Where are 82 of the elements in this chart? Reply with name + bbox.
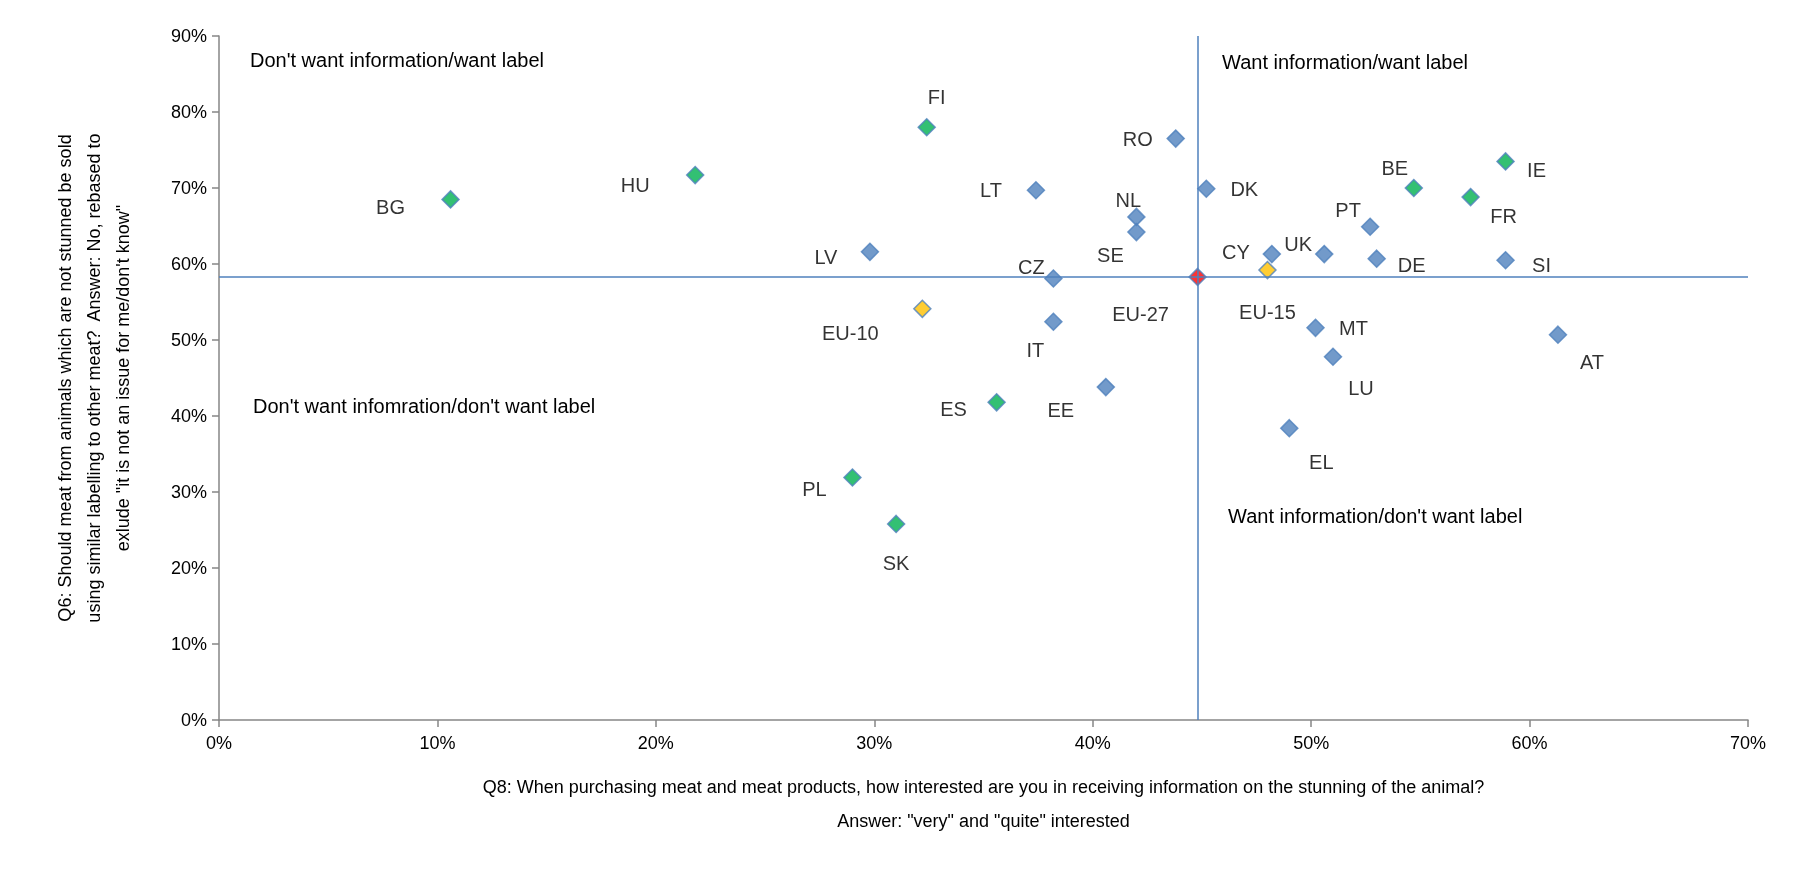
point — [1280, 418, 1299, 438]
annotation: Want information/don't want label — [1228, 505, 1523, 527]
y-tick-label: 0% — [180, 710, 207, 730]
annotation: UK — [1284, 233, 1313, 256]
annotation: IE — [1527, 159, 1546, 182]
y-tick-label: 60% — [170, 254, 207, 274]
annotation: FI — [927, 86, 946, 109]
point — [860, 242, 880, 262]
y-axis-title: Q6: Should meat from animals which are not stunned be sold using similar labelling to other meat? Answer: No, rebased to exlude "it is not an issue for me/don't know" — [55, 133, 133, 623]
annotation: SK — [882, 551, 911, 574]
point — [1197, 179, 1216, 199]
point — [1258, 260, 1277, 280]
point — [685, 165, 705, 185]
y-tick-label: 50% — [170, 330, 207, 350]
y-tick-label: 30% — [170, 482, 207, 502]
x-tick-label: 0% — [205, 733, 233, 753]
point — [1496, 152, 1515, 171]
x-axis-title: Q8: When purchasing meat and meat products, how interested are you in receiving information on the stunning of the animal? Answer: "very" and "quite" interested — [482, 777, 1485, 831]
annotation: EL — [1309, 451, 1334, 474]
point — [1127, 207, 1146, 227]
x-tick-label: 70% — [1729, 733, 1767, 753]
annotation: DE — [1397, 253, 1426, 276]
annotation: EU-10 — [821, 321, 879, 344]
annotation: SE — [1097, 244, 1124, 267]
annotation: MT — [1339, 316, 1368, 339]
annotation: IT — [1026, 338, 1045, 361]
annotation: ES — [940, 398, 967, 421]
annotation: Don't want infomration/don't want label — [253, 395, 596, 417]
annotation: Don't want information/want label — [250, 49, 544, 71]
annotation: SI — [1532, 254, 1551, 277]
point — [441, 190, 460, 209]
annotation: BG — [376, 196, 405, 219]
annotation: EE — [1047, 399, 1075, 422]
point — [843, 468, 862, 487]
point — [917, 117, 936, 137]
point — [1262, 244, 1282, 264]
point — [886, 514, 906, 534]
point — [987, 393, 1006, 412]
annotation: EU-15 — [1239, 301, 1296, 324]
point — [1166, 129, 1185, 148]
annotation: CY — [1221, 241, 1250, 264]
annotation: LV — [814, 245, 839, 268]
x-tick-label: 60% — [1511, 733, 1548, 753]
point — [1360, 217, 1380, 237]
annotation: HU — [620, 174, 650, 197]
point — [1367, 249, 1386, 268]
annotation: RO — [1122, 127, 1153, 150]
y-tick-label: 90% — [170, 26, 207, 46]
point — [1096, 377, 1116, 397]
x-tick-label: 30% — [856, 733, 893, 753]
y-tick-label: 10% — [170, 634, 207, 654]
point — [1404, 178, 1424, 198]
x-tick-label: 40% — [1074, 733, 1111, 753]
x-tick-label: 10% — [419, 733, 456, 753]
annotation: DK — [1230, 177, 1259, 200]
y-tick-label: 70% — [170, 178, 207, 198]
point — [913, 299, 932, 319]
point — [1044, 312, 1063, 332]
annotation: CZ — [1018, 256, 1045, 279]
annotation: NL — [1115, 188, 1142, 211]
annotation: FR — [1490, 205, 1517, 228]
point — [1306, 318, 1325, 338]
annotation: AT — [1579, 350, 1605, 373]
annotation: BE — [1381, 157, 1409, 179]
annotation: PT — [1335, 198, 1361, 221]
point — [1323, 347, 1343, 366]
point — [1461, 187, 1480, 207]
annotation: LT — [979, 179, 1002, 202]
y-tick-label: 40% — [170, 406, 207, 426]
annotation: PL — [802, 477, 827, 500]
point — [1548, 325, 1568, 344]
point — [1315, 244, 1334, 264]
y-tick-label: 80% — [170, 102, 207, 122]
annotation: EU-27 — [1112, 302, 1169, 325]
annotation: LU — [1348, 376, 1374, 399]
point — [1496, 250, 1515, 270]
x-tick-label: 20% — [637, 733, 674, 753]
point — [1026, 181, 1046, 200]
annotation: Want information/want label — [1222, 51, 1469, 73]
point — [1127, 222, 1146, 242]
y-tick-label: 20% — [170, 558, 207, 578]
x-tick-label: 50% — [1293, 733, 1330, 753]
